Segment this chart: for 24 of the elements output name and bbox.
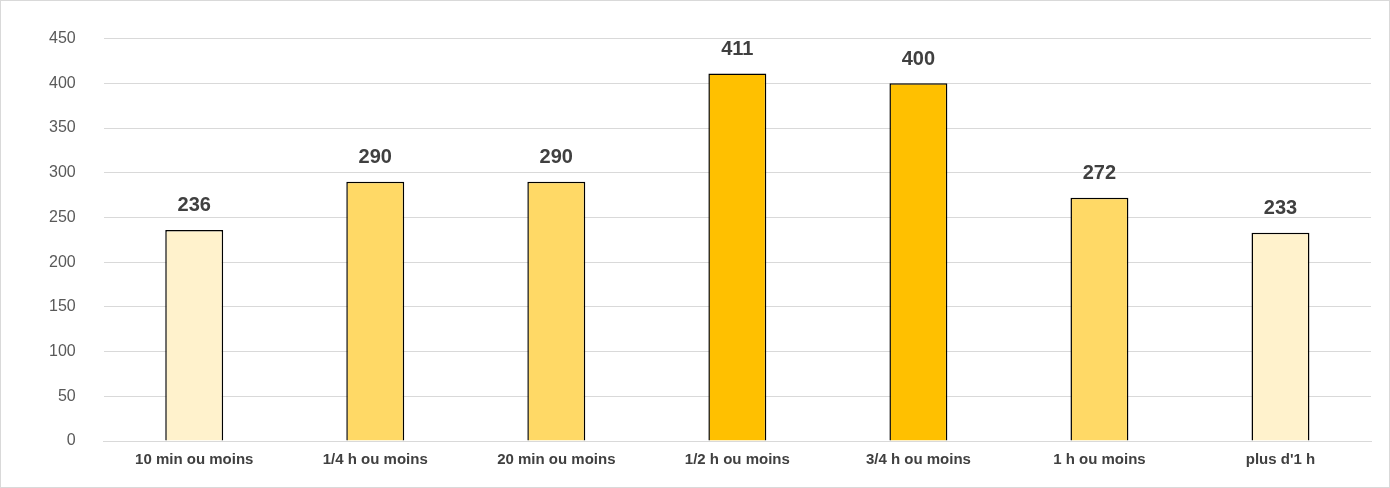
x-tick-label: 3/4 h ou moins [865, 450, 971, 468]
x-tick-label: 20 min ou moins [497, 450, 616, 468]
x-tick-label: plus d'1 h [1245, 450, 1316, 468]
data-label: 272 [1082, 161, 1117, 184]
y-tick-label: 350 [48, 118, 76, 136]
data-label: 290 [358, 145, 392, 168]
y-tick-label: 250 [48, 207, 76, 225]
y-tick-label: 200 [48, 252, 76, 270]
x-tick-label: 10 min ou moins [135, 450, 254, 468]
x-tick-label: 1/2 h ou moins [684, 450, 790, 468]
y-tick-label: 150 [48, 297, 76, 315]
data-label: 400 [901, 46, 936, 69]
data-label: 411 [721, 36, 754, 59]
y-tick-label: 0 [66, 431, 76, 449]
y-tick-label: 100 [48, 341, 76, 359]
data-label: 290 [539, 145, 573, 168]
data-label: 236 [177, 193, 211, 216]
data-label: 233 [1263, 196, 1298, 219]
y-tick-label: 50 [57, 386, 76, 404]
y-tick-label: 450 [48, 29, 76, 47]
x-tick-label: 1 h ou moins [1053, 450, 1146, 468]
x-tick-label: 1/4 h ou moins [322, 450, 428, 468]
y-tick-label: 400 [48, 73, 76, 91]
y-tick-label: 300 [48, 163, 76, 181]
